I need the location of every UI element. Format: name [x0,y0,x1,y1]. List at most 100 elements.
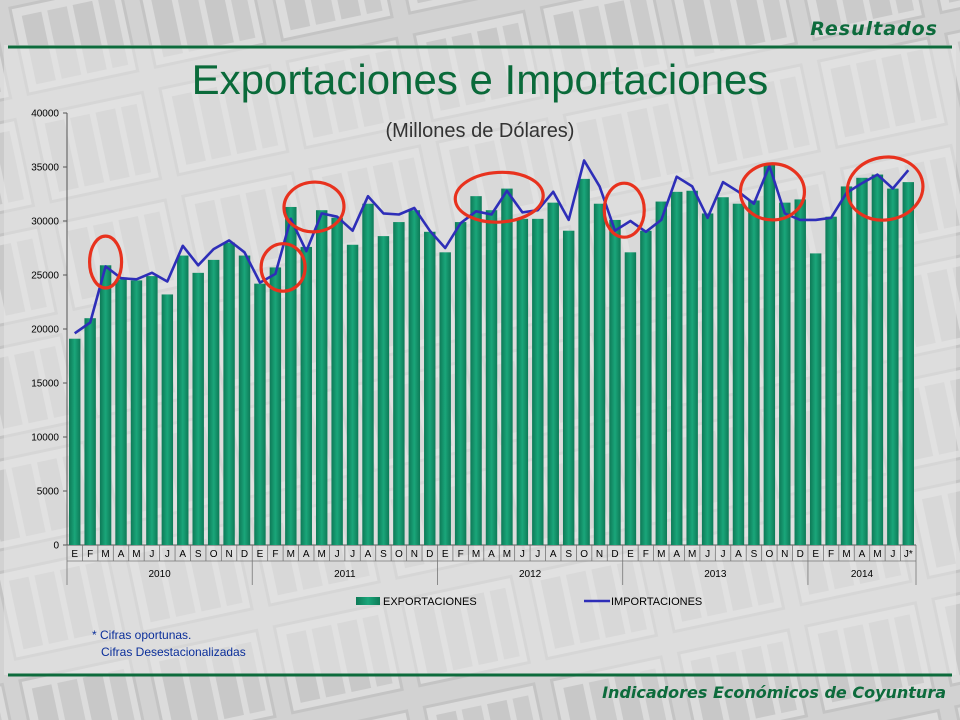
x-tick-label: D [611,549,618,560]
x-tick-label: A [365,549,372,560]
x-tick-label: N [596,549,603,560]
bar [671,191,683,545]
x-tick-label: S [751,549,758,560]
bar [254,283,266,545]
x-tick-label: O [395,549,403,560]
legend-swatch-exportaciones [356,597,380,605]
bar [593,203,606,545]
section-label: Resultados [810,18,938,40]
bar [871,174,884,545]
year-label: 2010 [148,569,171,580]
y-tick-label: 30000 [31,217,59,228]
x-tick-label: S [195,549,202,560]
x-tick-label: S [380,549,387,560]
bar [717,197,729,546]
x-tick-label: A [859,549,866,560]
x-tick-label: M [688,549,696,560]
x-tick-label: M [472,549,480,560]
chart-subtitle: (Millones de Dólares) [385,120,575,142]
year-label: 2014 [851,569,874,580]
highlight-circle [259,242,307,293]
bar [562,230,575,545]
bar [578,178,590,545]
footer-label: Indicadores Económicos de Coyuntura [602,683,946,702]
x-tick-label: F [87,549,93,560]
x-tick-label: M [842,549,850,560]
bar [624,252,637,545]
x-tick-label: M [503,549,511,560]
bar [779,202,791,545]
y-tick-label: 10000 [31,433,59,444]
bar [362,203,374,545]
bar [69,338,81,545]
x-tick-label: S [565,549,572,560]
y-tick-label: 5000 [37,487,60,498]
x-tick-label: J [890,549,895,560]
x-tick-label: O [580,549,588,560]
x-tick-label: M [657,549,665,560]
bar [130,280,143,545]
bar [192,272,204,545]
x-tick-label: J [335,549,340,560]
x-tick-label: E [442,549,449,560]
x-tick-label: N [781,549,788,560]
bar [825,216,837,545]
x-tick-label: A [303,549,310,560]
x-tick-label: O [210,549,218,560]
bar [439,252,451,545]
x-tick-label: E [812,549,819,560]
bar [748,200,760,546]
x-tick-label: E [257,549,264,560]
highlight-circle [738,162,807,222]
x-tick-label: M [101,549,109,560]
note-oportunas: * Cifras oportunas. [92,628,192,642]
bar [547,202,559,545]
x-tick-label: A [735,549,742,560]
bar [686,190,698,545]
bar [146,276,158,545]
x-tick-label: F [272,549,278,560]
x-tick-label: M [132,549,140,560]
x-tick-label: J [165,549,170,560]
bar [902,182,914,545]
bar [840,186,853,545]
x-tick-label: J [350,549,355,560]
bar [655,201,668,545]
highlight-circle [845,155,925,222]
bar [640,230,652,545]
bar [161,294,174,545]
bar [516,218,529,545]
bar [99,265,112,545]
bar [887,188,899,545]
legend-label-importaciones: IMPORTACIONES [611,596,702,608]
x-tick-label: D [426,549,433,560]
bar [346,244,359,545]
bar [424,231,436,546]
bar [485,210,498,545]
bar [732,203,745,545]
note-desestacionalizadas: Cifras Desestacionalizadas [101,645,246,659]
y-tick-label: 35000 [31,163,59,174]
bar [501,188,513,545]
bar [207,259,220,545]
x-tick-label: J [705,549,710,560]
bar [393,222,405,545]
bar [532,218,544,545]
bar [269,267,282,545]
y-tick-label: 20000 [31,325,59,336]
x-tick-label: J [535,549,540,560]
x-tick-label: D [797,549,804,560]
x-tick-label: A [179,549,186,560]
bar [809,253,822,545]
bar [331,217,343,545]
x-tick-label: J* [904,549,913,560]
x-tick-label: A [118,549,125,560]
bar [609,219,621,546]
highlight-circle [87,234,124,290]
legend-label-exportaciones: EXPORTACIONES [383,596,477,608]
bar [223,242,235,545]
bar [300,246,312,546]
x-tick-label: M [287,549,295,560]
bar [315,210,328,545]
